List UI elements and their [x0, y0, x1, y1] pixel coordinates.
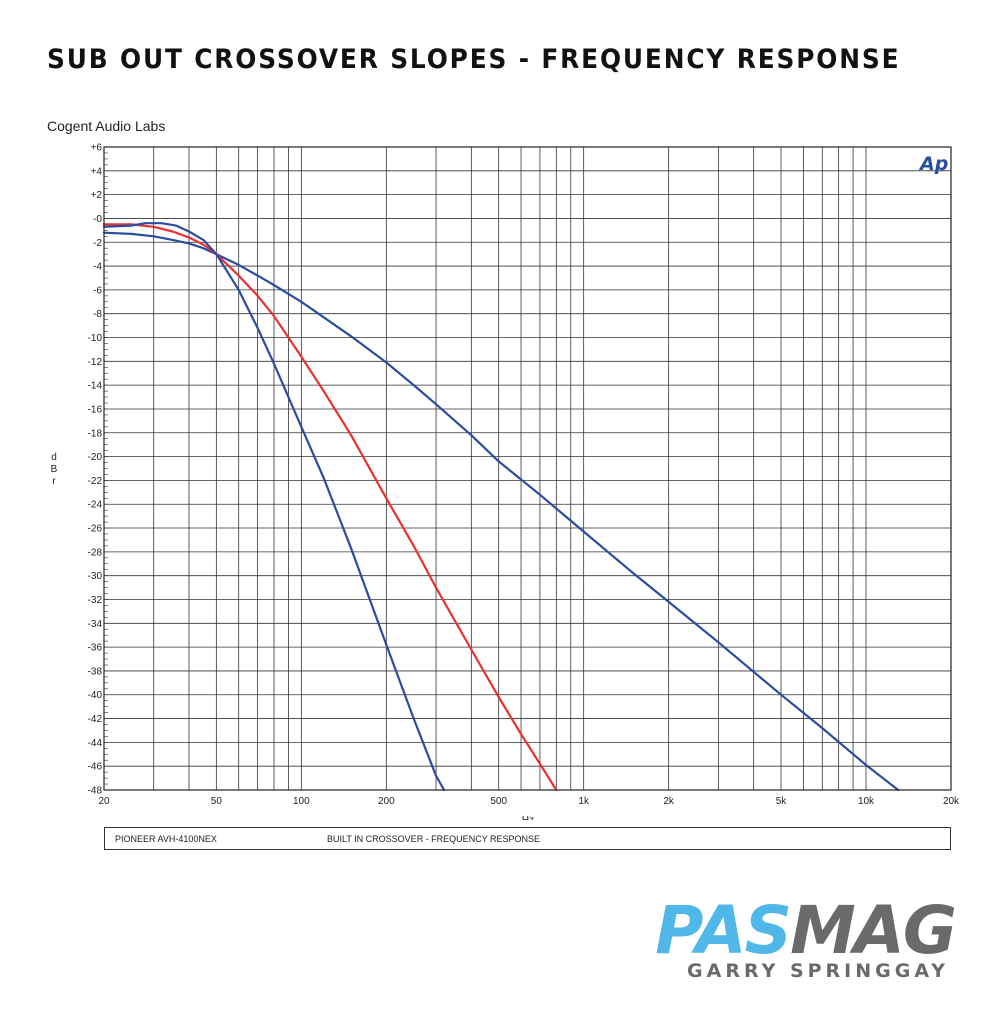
series-line-1: [102, 231, 900, 792]
y-tick-label: -0: [93, 214, 102, 225]
y-tick-label: -4: [93, 262, 102, 273]
x-tick-label: 200: [378, 796, 395, 807]
y-tick-labels: +6 +4 +2 -0 -2 -4 -6 -8 -10 -12 -14 -16 -18 -20 -22 -24…: [88, 143, 103, 797]
y-tick-label: -24: [88, 500, 103, 511]
y-tick-label: -6: [93, 285, 102, 296]
ap-logo-mark: Ap: [918, 153, 948, 175]
y-tick-label: -34: [88, 619, 103, 630]
grid-layer: [103, 146, 952, 791]
y-tick-label: +4: [91, 166, 103, 177]
y-tick-label: -2: [93, 238, 102, 249]
y-axis-label-letter: r: [52, 476, 56, 487]
y-tick-label: -32: [88, 595, 103, 606]
logo-pas: PAS: [655, 892, 792, 969]
x-tick-label: 5k: [776, 796, 788, 807]
page-title: SUB OUT CROSSOVER SLOPES - FREQUENCY RES…: [47, 44, 901, 75]
y-tick-label: -8: [93, 309, 102, 320]
x-tick-label: 10k: [858, 796, 875, 807]
y-tick-label: -36: [88, 643, 103, 654]
y-tick-label: -20: [88, 452, 103, 463]
footer-description: BUILT IN CROSSOVER - FREQUENCY RESPONSE: [327, 834, 541, 844]
x-tick-label: 1k: [578, 796, 590, 807]
logo-wordmark: PASMAG: [655, 898, 957, 964]
x-tick-labels: 20 50 100 200 500 1k 2k 5k 10k 20k: [98, 796, 960, 807]
frequency-response-chart: +6 +4 +2 -0 -2 -4 -6 -8 -10 -12 -14 -16 -18 -20 -22 -24…: [51, 143, 960, 821]
y-tick-label: -14: [88, 381, 103, 392]
y-tick-label: -42: [88, 714, 103, 725]
pasmag-logo: PASMAG GARRY SPRINGGAY: [650, 898, 957, 998]
y-tick-label: -12: [88, 357, 103, 368]
logo-mag: MAG: [790, 892, 957, 969]
series-line-2: [102, 223, 558, 792]
y-tick-label: +6: [91, 143, 103, 154]
y-tick-label: -30: [88, 571, 103, 582]
y-tick-label: -46: [88, 762, 103, 773]
lab-name: Cogent Audio Labs: [47, 118, 166, 134]
x-tick-label: 50: [211, 796, 223, 807]
series-line-3: [102, 222, 446, 792]
y-tick-label: -22: [88, 476, 103, 487]
y-tick-label: +2: [91, 190, 103, 201]
y-tick-label: -48: [88, 786, 103, 797]
x-tick-label: 20: [98, 796, 110, 807]
y-axis-label-letter: B: [51, 464, 58, 475]
y-tick-label: -10: [88, 333, 103, 344]
x-tick-label: 20k: [943, 796, 960, 807]
y-tick-label: -44: [88, 738, 103, 749]
plot-frame: [103, 146, 952, 791]
y-tick-label: -18: [88, 428, 103, 439]
photographer-credit: GARRY SPRINGGAY: [687, 960, 949, 982]
y-tick-label: -38: [88, 666, 103, 677]
x-tick-label: 2k: [663, 796, 675, 807]
x-tick-label: 500: [490, 796, 507, 807]
y-tick-label: -26: [88, 524, 103, 535]
y-axis-label-letter: d: [51, 452, 57, 463]
y-tick-label: -40: [88, 690, 103, 701]
x-axis-label: Hz: [522, 815, 534, 820]
series-layer: [102, 222, 900, 792]
footer-device-label: PIONEER AVH-4100NEX: [115, 834, 217, 844]
x-tick-label: 100: [293, 796, 310, 807]
y-tick-label: -16: [88, 404, 103, 415]
footer-box: PIONEER AVH-4100NEX BUILT IN CROSSOVER -…: [104, 827, 951, 850]
y-tick-label: -28: [88, 547, 103, 558]
